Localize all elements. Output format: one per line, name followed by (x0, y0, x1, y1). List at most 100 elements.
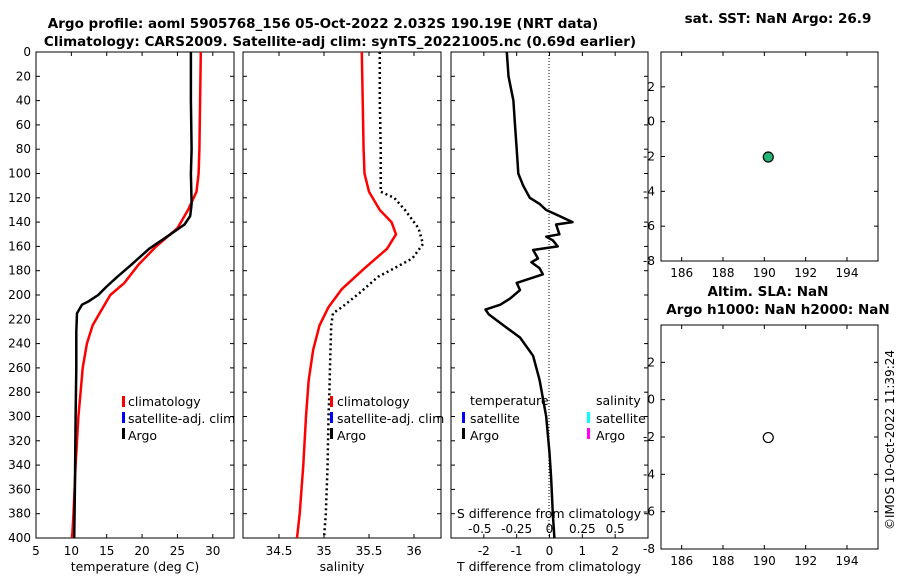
y-tick-label: 60 (16, 118, 31, 132)
s-difference-label: S difference from climatology (457, 506, 642, 521)
y-tick-label: 120 (8, 191, 31, 205)
y-tick-label: 280 (8, 385, 31, 399)
temperature-xlabel: temperature (deg C) (71, 559, 200, 574)
y-tick-label: 0 (647, 393, 655, 407)
y-tick-label: 0 (23, 45, 31, 59)
x-tick-label: 188 (712, 554, 735, 568)
legend-argo: Argo (337, 428, 366, 443)
s-tick-label: 0 (546, 522, 554, 536)
x-tick-label: 25 (170, 544, 185, 558)
x-tick-label: -1 (511, 544, 523, 558)
x-tick-label: 0 (546, 544, 554, 558)
x-tick-label: 186 (670, 266, 693, 280)
y-tick-label: 0 (647, 115, 655, 129)
x-tick-label: 15 (99, 544, 114, 558)
temperature-frame (35, 51, 235, 539)
legend-climatology: climatology (128, 394, 201, 409)
legend-swatch-argo (122, 428, 125, 439)
difference-legend: temperature salinity satellite Argo sate… (462, 393, 646, 443)
sla-title: Altim. SLA: NaN (708, 284, 829, 300)
legend-swatch-s-satellite (587, 412, 590, 423)
legend-swatch-s-argo (587, 428, 590, 439)
sla-title-line2: Argo h1000: NaN h2000: NaN (666, 302, 889, 318)
series-argo (322, 52, 425, 539)
legend-swatch-t-argo (462, 428, 465, 439)
series-t-argo-clim (484, 51, 574, 539)
salinity-frame (242, 51, 442, 539)
s-tick-label: -0.25 (501, 522, 532, 536)
temperature-panel: 5 10 15 20 25 3002040608010012014016018020022… (8, 45, 235, 574)
sst-panel: sat. SST: NaN Argo: 26.9 186 188 190 192 194… (643, 11, 879, 280)
legend-swatch-argo (330, 428, 333, 439)
temperature-legend: climatology satellite-adj. clim Argo (122, 394, 235, 443)
y-tick-label: -6 (643, 219, 655, 233)
y-tick-label: 2 (647, 355, 655, 369)
s-tick-label: -0.5 (468, 522, 491, 536)
legend-t-satellite: satellite (470, 411, 520, 426)
y-tick-label: 240 (8, 337, 31, 351)
x-tick-label: 5 (32, 544, 40, 558)
legend-title-salinity: salinity (596, 393, 641, 408)
y-tick-label: 100 (8, 167, 31, 181)
x-tick-label: -2 (478, 544, 490, 558)
salinity-legend: climatology satellite-adj. clim Argo (330, 394, 444, 443)
y-tick-label: -8 (643, 542, 655, 556)
main-title-line2: Climatology: CARS2009. Satellite-adj cli… (44, 34, 636, 50)
s-tick-label: 0.25 (569, 522, 596, 536)
y-tick-label: -4 (643, 184, 655, 198)
x-tick-label: 34.5 (266, 544, 293, 558)
y-tick-label: 80 (16, 142, 31, 156)
y-tick-label: 320 (8, 434, 31, 448)
y-tick-label: 20 (16, 69, 31, 83)
series-argo (72, 52, 193, 539)
y-tick-label: -4 (643, 467, 655, 481)
location-marker (762, 431, 774, 444)
legend-t-argo: Argo (470, 428, 499, 443)
y-tick-label: 220 (8, 312, 31, 326)
y-tick-label: 2 (647, 80, 655, 94)
x-tick-label: 188 (712, 266, 735, 280)
x-tick-label: 192 (794, 554, 817, 568)
y-tick-label: -8 (643, 254, 655, 268)
x-tick-label: 1 (579, 544, 587, 558)
legend-satellite-adj: satellite-adj. clim (337, 411, 444, 426)
legend-swatch-satellite (122, 412, 125, 423)
location-marker (762, 151, 774, 163)
x-tick-label: 194 (836, 266, 859, 280)
x-tick-label: 190 (753, 266, 776, 280)
y-tick-label: 340 (8, 458, 31, 472)
s-tick-label: 0.5 (606, 522, 625, 536)
y-tick-label: 300 (8, 410, 31, 424)
timestamp: ©IMOS 10-Oct-2022 11:39:24 (883, 350, 897, 530)
y-tick-label: -2 (643, 150, 655, 164)
legend-swatch-climatology (122, 396, 125, 407)
legend-swatch-t-satellite (462, 412, 465, 423)
legend-swatch-climatology (330, 396, 333, 407)
legend-climatology: climatology (337, 394, 410, 409)
x-tick-label: 35 (316, 544, 331, 558)
series-climatology (295, 51, 398, 539)
salinity-panel: 34.5 35 35.5 36 salinity climatology satell… (242, 51, 444, 574)
salinity-xlabel: salinity (320, 559, 365, 574)
x-tick-label: 2 (611, 544, 619, 558)
y-tick-label: 140 (8, 215, 31, 229)
series-climatology (70, 51, 203, 539)
y-tick-label: 380 (8, 507, 31, 521)
y-tick-label: 260 (8, 361, 31, 375)
legend-s-satellite: satellite (596, 411, 646, 426)
legend-title-temperature: temperature (470, 393, 549, 408)
x-tick-label: 186 (670, 554, 693, 568)
x-tick-label: 10 (64, 544, 79, 558)
y-tick-label: 160 (8, 239, 31, 253)
main-title-line1: Argo profile: aoml 5905768_156 05-Oct-20… (48, 16, 598, 32)
x-tick-label: 20 (134, 544, 149, 558)
legend-swatch-satellite (330, 412, 333, 423)
y-tick-label: 400 (8, 531, 31, 545)
sla-panel: Altim. SLA: NaN Argo h1000: NaN h2000: N… (643, 284, 890, 568)
y-tick-label: 200 (8, 288, 31, 302)
y-tick-label: -6 (643, 505, 655, 519)
legend-argo: Argo (128, 428, 157, 443)
y-tick-label: 180 (8, 264, 31, 278)
x-tick-label: 36 (406, 544, 421, 558)
